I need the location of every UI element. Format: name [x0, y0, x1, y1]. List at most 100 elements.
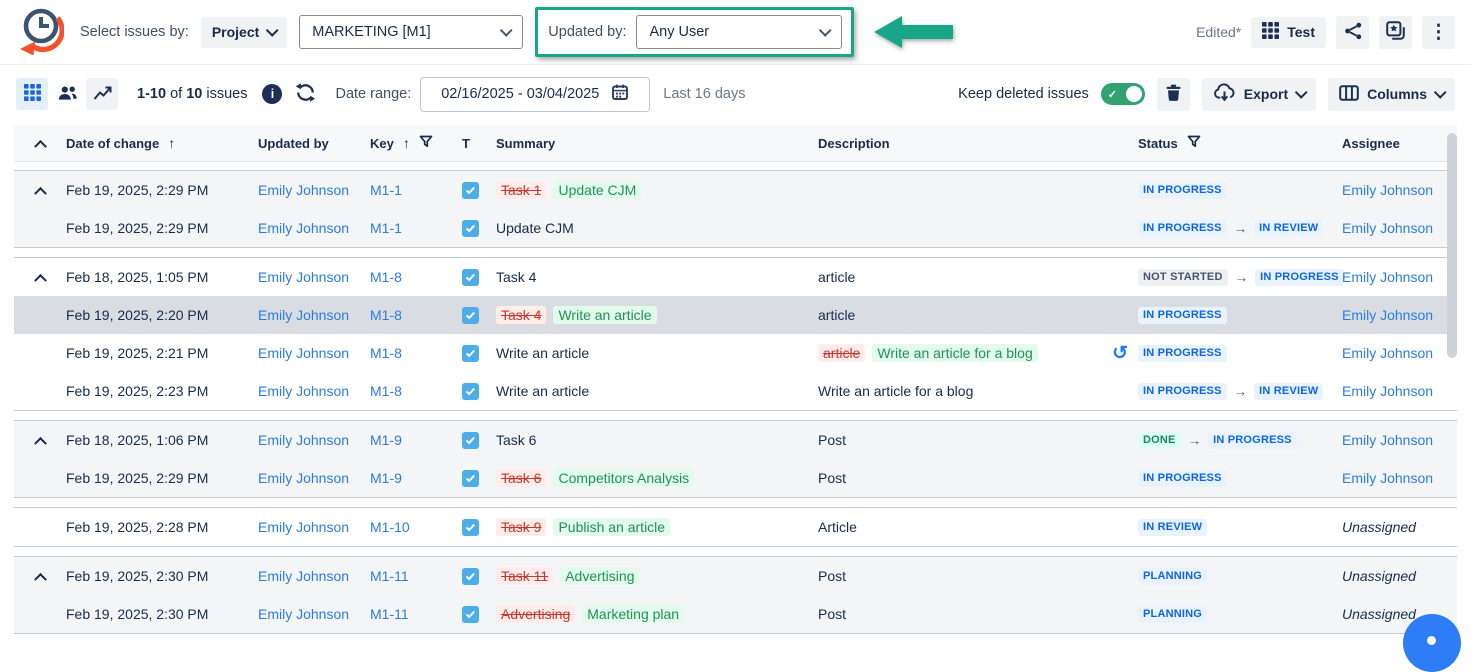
description-text: Post	[818, 606, 847, 622]
grid-icon	[1262, 22, 1280, 42]
issue-key-link[interactable]: M1-8	[370, 269, 402, 285]
updated-by-link[interactable]: Emily Johnson	[258, 307, 350, 323]
collapse-group-chevron[interactable]	[33, 273, 47, 287]
updated-by-select[interactable]: Any User	[636, 15, 843, 49]
issue-key-link[interactable]: M1-11	[370, 568, 409, 584]
activity-view-button[interactable]	[51, 78, 83, 110]
table-row[interactable]: Feb 19, 2025, 2:29 PM Emily Johnson M1-1 Up…	[14, 209, 1457, 247]
keep-deleted-toggle[interactable]: ✓	[1100, 83, 1145, 105]
sort-asc-icon[interactable]: ↑	[402, 135, 410, 151]
assignee-link[interactable]: Emily Johnson	[1342, 220, 1434, 236]
assignee-unassigned: Unassigned	[1342, 519, 1416, 535]
status-badge: DONE	[1138, 431, 1181, 449]
updated-by-link[interactable]: Emily Johnson	[258, 345, 350, 361]
updated-by-link[interactable]: Emily Johnson	[258, 568, 350, 584]
updated-by-link[interactable]: Emily Johnson	[258, 269, 350, 285]
trash-icon	[1164, 83, 1183, 105]
issue-key-link[interactable]: M1-11	[370, 606, 409, 622]
header-description[interactable]: Description	[818, 135, 890, 151]
table-row[interactable]: Feb 19, 2025, 2:21 PM Emily Johnson M1-8 Wr…	[14, 334, 1457, 372]
assignee-link[interactable]: Emily Johnson	[1342, 470, 1434, 486]
filter-icon[interactable]	[419, 135, 433, 151]
table-row[interactable]: Feb 18, 2025, 1:06 PM Emily Johnson M1-9 Ta…	[14, 421, 1457, 459]
table-row[interactable]: Feb 19, 2025, 2:30 PM Emily Johnson M1-11 A…	[14, 595, 1457, 633]
refresh-button[interactable]	[295, 82, 316, 106]
columns-button[interactable]: Columns	[1328, 77, 1455, 111]
header-key[interactable]: Key	[370, 135, 394, 151]
report-name-button[interactable]: Test	[1251, 16, 1326, 48]
issue-key-link[interactable]: M1-1	[370, 182, 402, 198]
collapse-group-chevron[interactable]	[33, 436, 47, 450]
help-fab[interactable]	[1403, 614, 1461, 672]
header-date-of-change[interactable]: Date of change	[66, 135, 160, 151]
table-row[interactable]: Feb 19, 2025, 2:20 PM Emily Johnson M1-8 Ta…	[14, 296, 1457, 334]
project-button-label: Project	[211, 24, 260, 40]
filter-icon[interactable]	[1187, 135, 1201, 151]
status-badge: IN PROGRESS	[1138, 219, 1227, 237]
collapse-all-chevron[interactable]	[33, 139, 47, 153]
table-row[interactable]: Feb 19, 2025, 2:30 PM Emily Johnson M1-11 T…	[14, 557, 1457, 595]
save-report-button[interactable]	[1379, 15, 1412, 49]
assignee-link[interactable]: Emily Johnson	[1342, 307, 1434, 323]
issue-key-link[interactable]: M1-8	[370, 307, 402, 323]
vertical-scrollbar[interactable]	[1447, 133, 1457, 358]
sort-asc-icon[interactable]: ↑	[168, 135, 176, 151]
assignee-link[interactable]: Emily Johnson	[1342, 269, 1434, 285]
updated-by-link[interactable]: Emily Johnson	[258, 432, 350, 448]
assignee-unassigned: Unassigned	[1342, 606, 1416, 622]
more-menu-button[interactable]: ⋮	[1422, 15, 1455, 49]
updated-by-link[interactable]: Emily Johnson	[258, 519, 350, 535]
delete-button[interactable]	[1156, 77, 1190, 111]
collapse-group-chevron[interactable]	[33, 572, 47, 586]
table-row[interactable]: Feb 19, 2025, 2:28 PM Emily Johnson M1-10 T…	[14, 508, 1457, 546]
revert-change-button[interactable]: ↺	[1112, 343, 1128, 363]
select-by-project-button[interactable]: Project	[200, 16, 288, 48]
date-of-change: Feb 19, 2025, 2:20 PM	[66, 307, 209, 323]
header-assignee[interactable]: Assignee	[1342, 135, 1400, 151]
summary-cell: Task 6	[496, 432, 818, 448]
updated-by-link[interactable]: Emily Johnson	[258, 383, 350, 399]
date-of-change: Feb 19, 2025, 2:21 PM	[66, 345, 209, 361]
chart-view-button[interactable]	[86, 78, 118, 110]
table-row[interactable]: Feb 19, 2025, 2:29 PM Emily Johnson M1-1 Ta…	[14, 171, 1457, 209]
columns-label: Columns	[1367, 86, 1427, 102]
project-select[interactable]: MARKETING [M1]	[299, 15, 524, 49]
issue-key-link[interactable]: M1-1	[370, 220, 402, 236]
assignee-link[interactable]: Emily Johnson	[1342, 345, 1434, 361]
task-type-icon	[462, 268, 479, 286]
issue-row-group: Feb 19, 2025, 2:28 PM Emily Johnson M1-10 T…	[14, 507, 1457, 547]
export-label: Export	[1243, 86, 1289, 102]
info-icon[interactable]: i	[262, 84, 283, 104]
summary-new-value: Competitors Analysis	[553, 469, 695, 487]
header-summary[interactable]: Summary	[496, 135, 556, 151]
issue-key-link[interactable]: M1-9	[370, 470, 402, 486]
assignee-link[interactable]: Emily Johnson	[1342, 432, 1434, 448]
assignee-link[interactable]: Emily Johnson	[1342, 383, 1434, 399]
issue-key-link[interactable]: M1-9	[370, 432, 402, 448]
updated-by-link[interactable]: Emily Johnson	[258, 182, 350, 198]
table-row[interactable]: Feb 19, 2025, 2:23 PM Emily Johnson M1-8 Wr…	[14, 372, 1457, 410]
table-row[interactable]: Feb 19, 2025, 2:29 PM Emily Johnson M1-9 Ta…	[14, 459, 1457, 497]
export-button[interactable]: Export	[1201, 77, 1317, 111]
updated-by-link[interactable]: Emily Johnson	[258, 220, 350, 236]
issue-key-link[interactable]: M1-8	[370, 383, 402, 399]
assignee-link[interactable]: Emily Johnson	[1342, 182, 1434, 198]
collapse-group-chevron[interactable]	[33, 186, 47, 200]
updated-by-link[interactable]: Emily Johnson	[258, 606, 350, 622]
updated-by-link[interactable]: Emily Johnson	[258, 470, 350, 486]
table-row[interactable]: Feb 18, 2025, 1:05 PM Emily Johnson M1-8 Ta…	[14, 258, 1457, 296]
header-updated-by[interactable]: Updated by	[258, 135, 329, 151]
date-range-hint: Last 16 days	[663, 86, 746, 102]
issue-key-link[interactable]: M1-8	[370, 345, 402, 361]
date-of-change: Feb 19, 2025, 2:30 PM	[66, 568, 209, 584]
status-cell: PLANNING	[1138, 567, 1342, 585]
summary-text: Write an article	[496, 383, 590, 399]
description-text: Post	[818, 470, 847, 486]
date-range-input[interactable]: 02/16/2025 - 03/04/2025	[420, 76, 651, 112]
date-of-change: Feb 19, 2025, 2:29 PM	[66, 182, 209, 198]
issue-key-link[interactable]: M1-10	[370, 519, 410, 535]
header-type[interactable]: T	[462, 135, 470, 151]
share-button[interactable]	[1336, 15, 1369, 49]
table-view-button[interactable]	[16, 78, 48, 110]
header-status[interactable]: Status	[1138, 135, 1178, 151]
